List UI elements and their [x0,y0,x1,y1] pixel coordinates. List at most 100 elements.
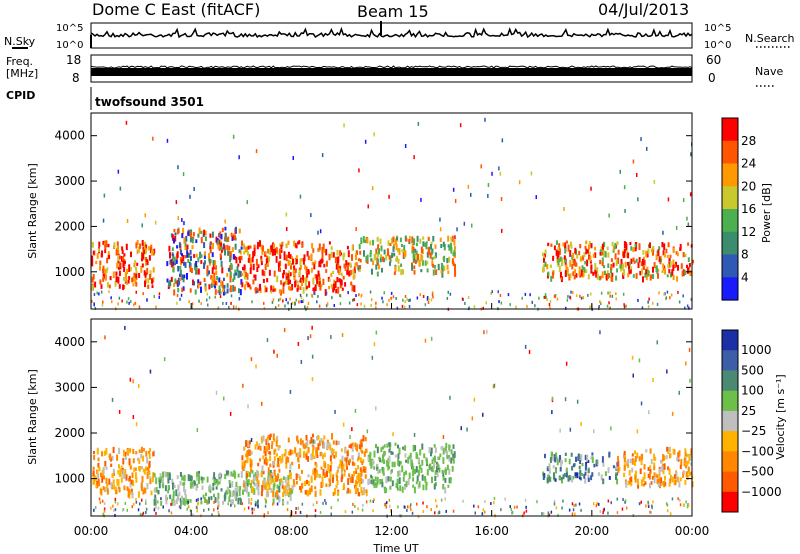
data-pixel [148,471,151,475]
data-pixel [574,472,577,477]
data-pixel [398,460,401,467]
data-pixel [134,260,137,264]
data-pixel [245,470,248,475]
data-pixel [93,293,96,296]
data-pixel [320,451,323,456]
data-pixel [376,236,379,242]
data-pixel [246,486,248,494]
data-pixel [242,466,245,471]
data-pixel [634,459,636,466]
data-pixel [603,241,606,248]
data-pixel [111,397,114,402]
data-pixel [557,263,560,267]
data-pixel [252,263,255,271]
data-pixel [447,235,450,242]
data-pixel [235,491,238,497]
data-pixel [337,286,340,294]
colorbar-swatch [722,186,738,210]
data-pixel [396,478,399,485]
data-pixel [628,270,631,275]
data-pixel [133,272,136,279]
data-pixel [381,267,383,273]
colorbar-tick-label: 12 [741,225,756,239]
data-pixel [420,467,423,473]
data-pixel [295,511,297,515]
data-pixel [232,254,235,260]
data-pixel [103,193,106,198]
data-pixel [580,508,582,512]
data-pixel [318,243,321,250]
data-pixel [590,456,593,460]
data-pixel [111,455,114,461]
nave-bottom-tick: 0 [708,71,716,85]
data-pixel [417,469,420,477]
data-pixel [426,296,429,299]
data-pixel [179,249,182,255]
data-pixel [235,272,238,276]
data-pixel [607,499,610,503]
data-pixel [316,501,318,504]
data-pixel [309,440,312,445]
data-pixel [249,286,252,290]
data-pixel [690,462,693,466]
data-pixel [525,509,528,513]
colorbar-swatch [722,491,738,513]
data-pixel [217,244,220,249]
data-pixel [128,268,131,272]
data-pixel [608,213,610,218]
data-pixel [97,248,100,253]
data-pixel [379,238,382,245]
data-pixel [215,270,218,276]
data-pixel [244,247,247,253]
data-pixel [103,507,106,511]
data-pixel [370,474,373,478]
data-pixel [179,269,182,276]
data-pixel [651,506,653,510]
data-pixel [302,278,305,283]
data-pixel [204,283,207,289]
data-pixel [174,235,177,242]
data-pixel [623,268,625,276]
data-pixel [218,285,221,292]
data-pixel [98,466,101,472]
data-pixel [599,330,601,335]
data-pixel [641,306,644,310]
station-title: Dome C East (fitACF) [92,0,260,19]
data-pixel [596,267,599,274]
colorbar-tick-label: 16 [741,202,756,216]
data-pixel [516,505,518,509]
data-pixel [608,476,611,480]
data-pixel [195,239,198,243]
data-pixel [599,300,601,304]
data-pixel [350,281,353,286]
data-pixel [453,240,456,246]
data-pixel [569,477,572,481]
data-pixel [346,451,349,457]
data-pixel [661,242,664,248]
data-pixel [170,502,172,506]
data-pixel [432,235,435,242]
data-pixel [326,302,329,306]
data-pixel [347,262,350,266]
data-pixel [260,492,263,497]
data-pixel [448,244,451,251]
data-pixel [558,243,561,249]
data-pixel [386,303,388,307]
data-pixel [116,241,119,247]
data-pixel [193,254,196,258]
data-pixel [332,449,335,454]
data-pixel [223,284,226,289]
data-pixel [283,327,286,332]
data-pixel [359,440,362,447]
data-pixel [355,485,357,493]
data-pixel [285,272,288,277]
data-pixel [283,251,286,256]
data-pixel [569,296,572,300]
data-pixel [125,272,127,279]
data-pixel [404,295,407,298]
data-pixel [409,452,412,457]
data-pixel [282,299,284,303]
data-pixel [103,240,106,245]
data-pixel [278,248,281,256]
data-pixel [621,507,624,511]
